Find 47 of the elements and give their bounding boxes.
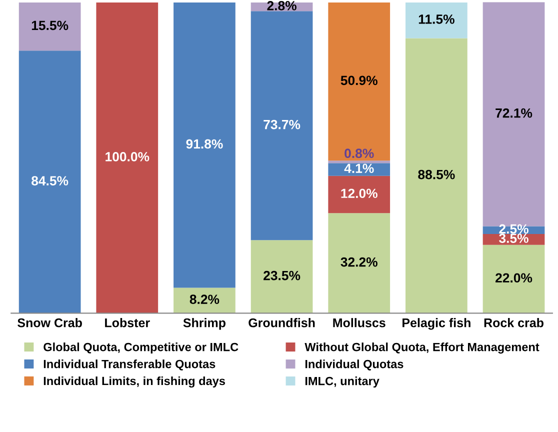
bar	[174, 2, 236, 288]
data-label: 88.5%	[418, 170, 455, 180]
bar	[406, 2, 468, 38]
bar	[328, 163, 390, 176]
legend-label: Individual Quotas	[305, 360, 404, 370]
x-tick-label: Molluscs	[333, 318, 386, 328]
data-label: 4.1%	[344, 164, 374, 174]
legend-label: Individual Limits, in fishing days	[44, 376, 225, 388]
legend-label: IMLC, unitary	[305, 376, 380, 388]
bar	[482, 244, 545, 314]
data-label: 3.5%	[499, 234, 528, 243]
data-label: 32.2%	[340, 257, 378, 267]
data-label: 11.5%	[418, 14, 454, 24]
data-label: 23.5%	[264, 270, 300, 280]
bar	[96, 2, 158, 314]
x-tick-label: Shrimp	[183, 318, 226, 330]
bar	[328, 2, 390, 161]
bar	[18, 2, 81, 51]
data-label: 12.0%	[341, 188, 378, 198]
data-label: 2.5%	[499, 224, 528, 234]
x-tick-label: Rock crab	[484, 318, 544, 328]
legend-label: Without Global Quota, Effort Management	[304, 342, 540, 354]
legend-label: Individual Transferable Quotas	[44, 360, 216, 370]
x-tick-label: Pelagic fish	[402, 318, 470, 330]
data-label: 22.0%	[496, 273, 532, 283]
bar	[250, 240, 313, 314]
x-tick-label: Groundfish	[248, 318, 315, 328]
legend-label: Global Quota, Competitive or IMLC	[44, 342, 238, 354]
bar	[406, 38, 468, 314]
bar	[328, 160, 390, 164]
data-label: 50.9%	[340, 76, 378, 86]
bar	[18, 50, 81, 314]
data-label: 0.8%	[344, 148, 374, 158]
bar	[328, 213, 390, 314]
data-label: 73.7%	[264, 120, 300, 130]
data-label: 2.8%	[267, 1, 296, 10]
x-tick-label: Snow Crab	[18, 318, 82, 328]
data-label: 100.0%	[106, 152, 150, 162]
bar	[174, 288, 236, 314]
data-label: 15.5%	[32, 20, 68, 30]
bar	[328, 176, 390, 214]
data-label: 84.5%	[32, 176, 68, 186]
data-label: 91.8%	[186, 139, 223, 149]
data-label: 72.1%	[496, 108, 532, 118]
bar	[250, 11, 313, 240]
data-label: 8.2%	[190, 294, 220, 304]
x-tick-label: Lobster	[105, 318, 150, 328]
